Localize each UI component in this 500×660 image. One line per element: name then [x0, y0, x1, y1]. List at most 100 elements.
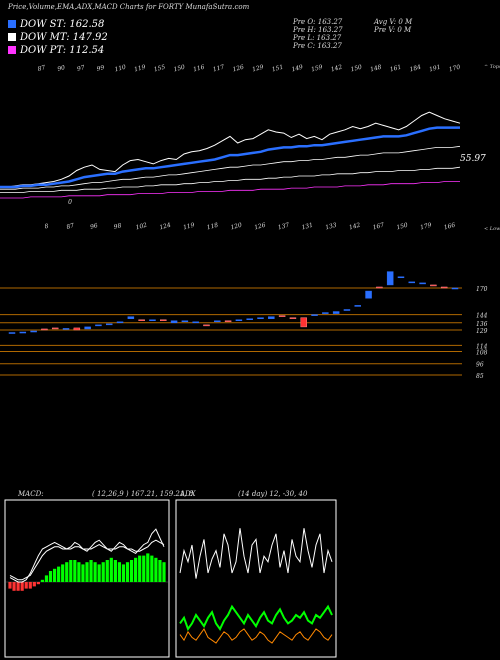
- bottom-label: 118: [206, 222, 219, 232]
- candle: [138, 319, 145, 322]
- macd-histogram-bar: [65, 562, 69, 582]
- candle: [30, 330, 37, 333]
- top-label: 126: [232, 64, 245, 74]
- candle: [246, 318, 253, 320]
- macd-histogram-bar: [121, 564, 126, 582]
- candle: [235, 319, 243, 322]
- price-level-label: 96: [476, 362, 484, 369]
- macd-histogram-bar: [36, 582, 40, 585]
- candle: [343, 309, 351, 311]
- candle: [149, 319, 156, 322]
- ema-series-line: [0, 145, 461, 190]
- legend-label: DOW PT: 112.54: [20, 45, 105, 56]
- legend-swatch: [8, 33, 16, 41]
- top-label: 97: [76, 64, 85, 73]
- info-low: Pre L: 163.27: [293, 34, 342, 42]
- candle: [300, 317, 307, 328]
- bottom-label: 98: [113, 222, 122, 231]
- bottom-label: 96: [89, 222, 98, 231]
- legend-dow-pt: DOW PT: 112.54: [8, 45, 104, 56]
- macd-histogram-bar: [12, 582, 16, 591]
- adx-series-line: [179, 604, 333, 632]
- macd-histogram-bar: [158, 560, 162, 582]
- macd-histogram-bar: [101, 562, 105, 582]
- macd-histogram-bar: [150, 555, 154, 582]
- macd-histogram-bar: [109, 557, 113, 582]
- price-level-label: 129: [476, 328, 488, 335]
- bottom-label: 167: [372, 222, 385, 232]
- top-label: 90: [57, 64, 66, 73]
- candle: [203, 324, 210, 327]
- macd-histogram-bar: [48, 571, 53, 582]
- bottom-label: 119: [182, 222, 195, 232]
- bottom-label: 126: [254, 222, 267, 232]
- last-value-label: 55.97: [460, 154, 486, 164]
- macd-title: MACD:: [18, 490, 44, 498]
- bottom-label: 124: [159, 222, 172, 232]
- bottom-label: 142: [348, 222, 361, 232]
- bottom-label: 166: [443, 222, 456, 232]
- candle: [332, 311, 340, 314]
- macd-histogram-bar: [85, 562, 89, 582]
- candle: [224, 320, 232, 323]
- macd-histogram-bar: [69, 560, 73, 582]
- top-label: 116: [193, 64, 206, 74]
- info-avg-volume: Avg V: 0 M: [374, 18, 413, 26]
- macd-histogram-bar: [24, 582, 28, 589]
- top-label: 110: [114, 64, 127, 74]
- macd-histogram-bar: [134, 557, 138, 582]
- macd-histogram-bar: [32, 582, 36, 587]
- top-label: 170: [448, 64, 461, 74]
- candle: [62, 328, 70, 330]
- macd-histogram-bar: [125, 562, 130, 582]
- top-label: 155: [153, 64, 166, 74]
- macd-histogram-bar: [57, 566, 61, 582]
- chart-title: Price,Volume,EMA,ADX,MACD Charts for FOR…: [8, 3, 250, 11]
- candle: [105, 323, 113, 326]
- adx-series-line: [179, 628, 333, 644]
- candle: [289, 317, 297, 319]
- macd-histogram-bar: [117, 562, 122, 582]
- macd-histogram-bar: [142, 555, 146, 582]
- price-level-label: 108: [476, 349, 488, 356]
- candle: [386, 271, 394, 286]
- info-open: Pre O: 163.27: [293, 18, 343, 26]
- candle: [160, 319, 167, 322]
- candle: [214, 320, 221, 323]
- candle: [408, 281, 416, 284]
- candle: [419, 282, 426, 285]
- candle: [19, 331, 27, 334]
- candle: [181, 320, 189, 323]
- bottom-label: 8: [44, 223, 50, 231]
- top-label: 87: [37, 64, 46, 73]
- bottom-label: 120: [230, 222, 243, 232]
- legend-swatch: [8, 46, 16, 54]
- top-label: 184: [409, 64, 422, 74]
- adx-series-line: [179, 528, 333, 579]
- macd-histogram-bar: [20, 582, 24, 591]
- bottom-label: 150: [396, 222, 409, 232]
- macd-histogram-bar: [146, 553, 150, 582]
- price-level-label: 114: [476, 343, 488, 350]
- legend-label: DOW ST: 162.58: [20, 19, 105, 30]
- top-label: 161: [389, 64, 402, 74]
- macd-histogram-bar: [28, 582, 32, 589]
- candle: [116, 321, 124, 324]
- macd-histogram-bar: [113, 560, 117, 582]
- candle: [51, 327, 59, 330]
- macd-histogram-bar: [52, 568, 57, 582]
- candle: [95, 324, 102, 327]
- candle: [84, 326, 91, 330]
- bottom-label: 133: [325, 222, 338, 232]
- ema-series-line: [0, 126, 460, 189]
- legend-swatch: [8, 20, 16, 28]
- price-level-label: 85: [476, 373, 484, 380]
- candle: [397, 276, 405, 279]
- macd-histogram-bar: [73, 560, 77, 582]
- price-level-label: 144: [476, 313, 488, 320]
- macd-params: ( 12,26,9 ) 167.21, 159.21, 8: [92, 490, 194, 498]
- info-prev-volume: Pre V: 0 M: [374, 26, 412, 34]
- bottom-label: 102: [135, 222, 148, 232]
- top-label: 148: [370, 64, 383, 74]
- macd-histogram-bar: [129, 560, 134, 582]
